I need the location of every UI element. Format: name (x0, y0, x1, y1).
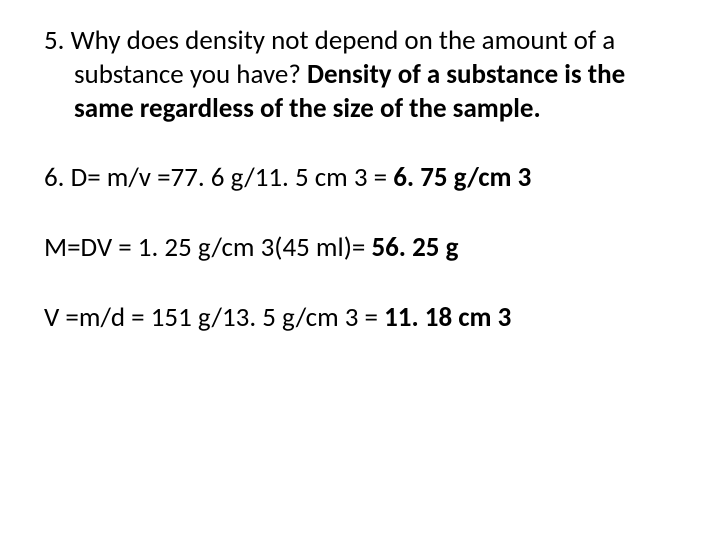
volume-result: 11. 18 cm 3 (384, 301, 511, 334)
q6-formula: D= m/v =77. 6 g/11. 5 cm 3 = (71, 161, 394, 194)
mass-result: 56. 25 g (371, 231, 458, 264)
mass-formula: M=DV = 1. 25 g/cm 3(45 ml)= 56. 25 g (44, 231, 680, 265)
volume-formula-text: V =m/d = 151 g/13. 5 g/cm 3 = (44, 301, 384, 334)
q6-result: 6. 75 g/cm 3 (393, 161, 531, 194)
q5-number: 5. (44, 24, 71, 57)
volume-formula: V =m/d = 151 g/13. 5 g/cm 3 = 11. 18 cm … (44, 301, 680, 335)
mass-formula-text: M=DV = 1. 25 g/cm 3(45 ml)= (44, 231, 371, 264)
question-5: 5. Why does density not depend on the am… (44, 24, 680, 125)
question-6: 6. D= m/v =77. 6 g/11. 5 cm 3 = 6. 75 g/… (44, 161, 680, 195)
q6-number: 6. (44, 161, 71, 194)
